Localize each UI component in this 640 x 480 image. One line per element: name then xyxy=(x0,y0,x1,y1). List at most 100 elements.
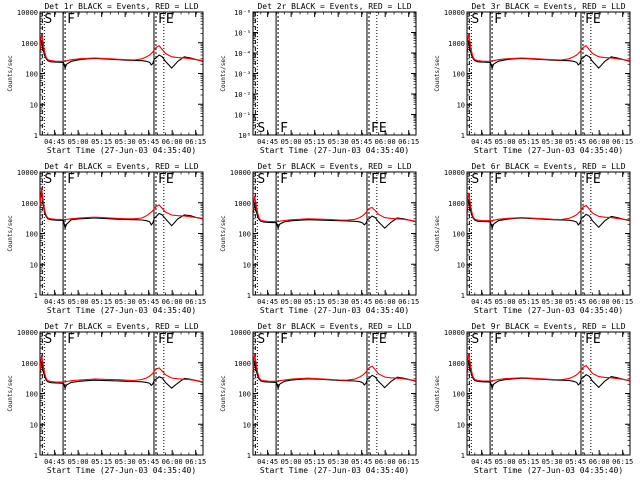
x-axis-label: Start Time (27-Jun-03 04:35:40) xyxy=(260,466,409,475)
y-tick-label: 100 xyxy=(452,391,465,399)
x-tick-label: 05:45 xyxy=(565,298,586,306)
y-tick-label: 10⁻² xyxy=(234,91,251,99)
x-tick-label: 05:45 xyxy=(138,458,159,466)
x-tick-label: 05:15 xyxy=(518,138,539,146)
x-tick-label: 06:00 xyxy=(162,138,183,146)
x-tick-label: 05:30 xyxy=(115,138,136,146)
panel-title: Det 2r BLACK = Events, RED = LLD xyxy=(257,2,411,11)
y-tick-label: 1 xyxy=(34,132,38,140)
y-tick-label: 10 xyxy=(30,421,38,429)
detector-panel-2: Det 2r BLACK = Events, RED = LLD 10⁰ 10⁻¹ 1… xyxy=(220,2,419,155)
y-tick-label: 1 xyxy=(461,132,465,140)
series-line-events xyxy=(252,360,417,390)
x-tick-label: 06:15 xyxy=(398,138,419,146)
series-line-events xyxy=(466,40,631,70)
y-tick-label: 10⁰ xyxy=(238,132,251,140)
marker-label: F xyxy=(67,12,75,27)
y-tick-label: 1000 xyxy=(21,40,38,48)
marker-label: S xyxy=(44,332,52,347)
x-tick-label: 05:15 xyxy=(91,138,112,146)
x-tick-label: 04:45 xyxy=(257,298,278,306)
y-tick-label: 1000 xyxy=(21,200,38,208)
x-tick-label: 06:00 xyxy=(589,298,610,306)
series-line-events xyxy=(39,190,204,231)
x-tick-label: 05:45 xyxy=(138,298,159,306)
panel-title: Det 7r BLACK = Events, RED = LLD xyxy=(44,322,198,331)
detector-panel-6: Det 6r BLACK = Events, RED = LLD 1 10 100 10… xyxy=(434,162,633,315)
x-tick-label: 05:45 xyxy=(565,138,586,146)
y-tick-label: 100 xyxy=(452,231,465,239)
marker-label: E xyxy=(593,332,601,347)
y-axis-label: Counts/sec xyxy=(434,55,441,92)
series-line-events xyxy=(466,359,631,390)
y-axis-label: Counts/sec xyxy=(220,215,227,252)
panel-title: Det 5r BLACK = Events, RED = LLD xyxy=(257,162,411,171)
y-axis-label: Counts/sec xyxy=(7,215,14,252)
x-tick-label: 04:45 xyxy=(44,138,65,146)
x-tick-label: 04:45 xyxy=(257,138,278,146)
x-tick-label: 06:15 xyxy=(612,298,633,306)
plot-frame xyxy=(39,331,204,456)
y-tick-label: 100 xyxy=(25,231,38,239)
x-tick-label: 05:15 xyxy=(91,298,112,306)
panel-title: Det 4r BLACK = Events, RED = LLD xyxy=(44,162,198,171)
panel-title: Det 6r BLACK = Events, RED = LLD xyxy=(471,162,625,171)
y-tick-label: 1 xyxy=(247,452,251,460)
x-tick-label: 06:00 xyxy=(589,458,610,466)
y-tick-label: 100 xyxy=(25,391,38,399)
marker-label: F xyxy=(371,332,379,347)
y-tick-label: 1 xyxy=(461,292,465,300)
marker-label: E xyxy=(379,332,387,347)
detector-panel-9: Det 9r BLACK = Events, RED = LLD 1 10 100 10… xyxy=(434,322,633,475)
x-tick-label: 05:00 xyxy=(495,138,516,146)
series-line-lld xyxy=(466,33,631,62)
series-line-events xyxy=(252,202,417,230)
y-axis-label: Counts/sec xyxy=(7,375,14,412)
y-tick-label: 1000 xyxy=(21,360,38,368)
x-tick-label: 05:30 xyxy=(115,458,136,466)
x-tick-label: 05:15 xyxy=(304,458,325,466)
marker-label: F xyxy=(158,172,166,187)
marker-label: S xyxy=(471,12,479,27)
x-tick-label: 06:15 xyxy=(612,458,633,466)
series-line-lld xyxy=(252,195,417,223)
y-tick-label: 100 xyxy=(452,71,465,79)
marker-label: S xyxy=(44,12,52,27)
marker-label: S xyxy=(471,332,479,347)
x-tick-label: 05:30 xyxy=(328,458,349,466)
x-axis-label: Start Time (27-Jun-03 04:35:40) xyxy=(260,146,409,155)
x-tick-label: 05:00 xyxy=(281,298,302,306)
x-tick-label: 06:15 xyxy=(185,138,206,146)
x-tick-label: 05:30 xyxy=(328,298,349,306)
marker-label: S xyxy=(44,172,52,187)
marker-label: F xyxy=(158,12,166,27)
x-tick-label: 05:45 xyxy=(351,138,372,146)
marker-label: F xyxy=(280,172,288,187)
y-tick-label: 10⁻⁵ xyxy=(234,30,251,38)
x-tick-label: 05:00 xyxy=(495,458,516,466)
x-tick-label: 06:15 xyxy=(398,298,419,306)
series-line-lld xyxy=(39,354,204,383)
x-tick-label: 06:15 xyxy=(185,458,206,466)
series-line-lld xyxy=(466,353,631,382)
x-tick-label: 05:45 xyxy=(351,458,372,466)
x-tick-label: 06:00 xyxy=(375,298,396,306)
y-tick-label: 10000 xyxy=(230,329,251,337)
plot-frame xyxy=(252,331,417,456)
y-tick-label: 10 xyxy=(243,421,251,429)
y-tick-label: 10 xyxy=(457,261,465,269)
marker-label: F xyxy=(494,332,502,347)
x-tick-label: 05:00 xyxy=(68,458,89,466)
x-tick-label: 05:30 xyxy=(542,138,563,146)
x-axis-label: Start Time (27-Jun-03 04:35:40) xyxy=(47,306,196,315)
y-tick-label: 10000 xyxy=(444,9,465,17)
x-tick-label: 05:15 xyxy=(304,138,325,146)
x-tick-label: 05:30 xyxy=(542,298,563,306)
detector-panel-4: Det 4r BLACK = Events, RED = LLD 1 10 100 10… xyxy=(7,162,206,315)
y-tick-label: 10 xyxy=(30,101,38,109)
marker-label: F xyxy=(280,121,288,136)
y-axis-label: Counts/sec xyxy=(434,375,441,412)
y-tick-label: 10⁻⁴ xyxy=(234,50,251,58)
x-tick-label: 06:00 xyxy=(162,458,183,466)
